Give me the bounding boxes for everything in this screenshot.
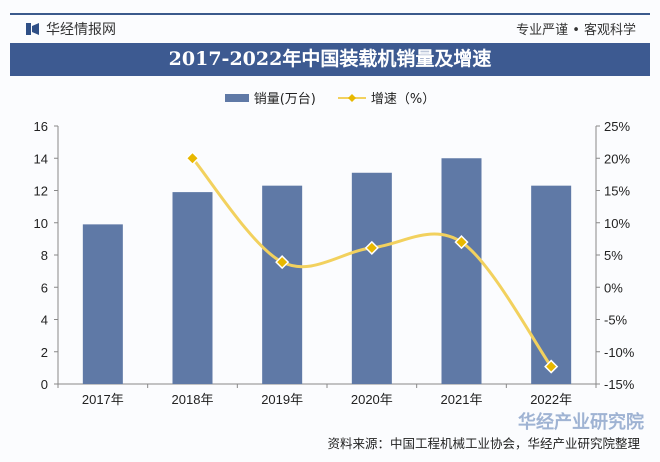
- left-tick-label: 14: [34, 151, 48, 166]
- x-tick-label: 2019年: [261, 392, 303, 407]
- x-tick-label: 2020年: [351, 392, 393, 407]
- right-tick-label: 15%: [604, 184, 630, 199]
- left-tick-label: 8: [41, 248, 48, 263]
- growth-point: [185, 151, 200, 166]
- x-tick-label: 2017年: [82, 392, 124, 407]
- growth-point: [454, 235, 469, 250]
- top-rule: [10, 13, 650, 15]
- x-tick-label: 2022年: [530, 392, 572, 407]
- right-tick-label: 10%: [604, 216, 630, 231]
- left-tick-label: 0: [41, 377, 48, 392]
- bar-2020年: [351, 172, 392, 384]
- bar-2018年: [172, 192, 213, 384]
- left-tick-label: 6: [41, 280, 48, 295]
- right-tick-label: -15%: [604, 377, 635, 392]
- growth-point: [364, 240, 379, 255]
- brand-logo-icon: [26, 23, 39, 35]
- legend-label-sales: 销量(万台): [253, 92, 316, 107]
- legend-item-sales: 销量(万台): [224, 88, 316, 107]
- legend-bar-swatch: [224, 93, 249, 102]
- bar-2017年: [82, 224, 123, 384]
- chart-title: 2017-2022年中国装载机销量及增速: [10, 43, 650, 76]
- growth-point: [544, 359, 559, 374]
- right-tick-label: 25%: [604, 119, 630, 134]
- x-tick-label: 2021年: [441, 392, 483, 407]
- legend-label-growth: 增速（%）: [370, 92, 436, 107]
- source-note: 资料来源：中国工程机械工业协会，华经产业研究院整理: [327, 436, 640, 451]
- brand-name: 华经情报网: [46, 22, 116, 38]
- growth-point: [275, 255, 290, 270]
- right-tick-label: 0%: [604, 280, 623, 295]
- brand: 华经情报网: [26, 19, 116, 39]
- x-tick-label: 2018年: [172, 392, 214, 407]
- slogan: 专业严谨 • 客观科学: [516, 23, 636, 38]
- left-tick-label: 10: [34, 216, 48, 231]
- bar-2021年: [441, 158, 482, 384]
- right-tick-label: 5%: [604, 248, 623, 263]
- legend-line-swatch: [337, 93, 366, 102]
- watermark-logo: 华经产业研究院: [518, 412, 644, 433]
- right-tick-label: 20%: [604, 151, 630, 166]
- left-tick-label: 4: [41, 313, 48, 328]
- legend-item-growth: 增速（%）: [337, 88, 436, 107]
- right-tick-label: -10%: [604, 345, 635, 360]
- bar-2019年: [262, 185, 303, 384]
- bar-2022年: [531, 185, 572, 384]
- left-tick-label: 16: [34, 119, 48, 134]
- left-tick-label: 2: [41, 345, 48, 360]
- right-tick-label: -5%: [604, 313, 628, 328]
- left-tick-label: 12: [34, 184, 48, 199]
- legend: 销量(万台) 增速（%）: [0, 88, 660, 107]
